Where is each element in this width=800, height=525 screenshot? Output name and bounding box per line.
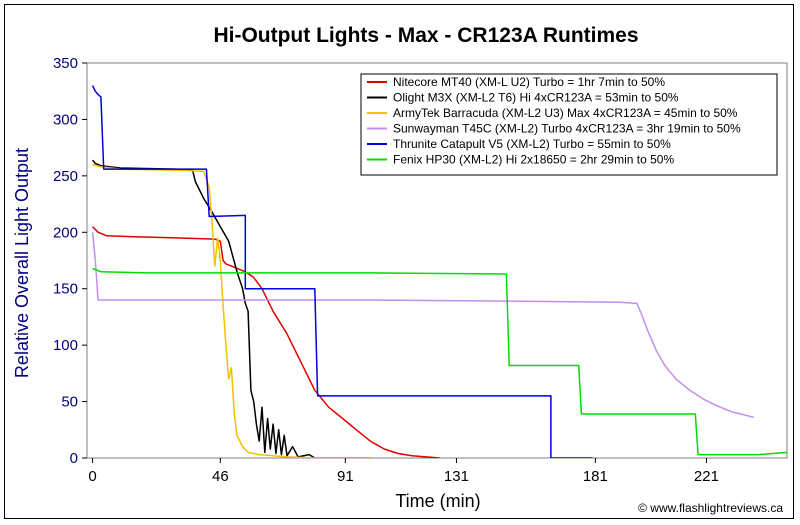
y-tick-label: 350 [53,55,78,72]
legend-box [360,73,778,176]
x-tick-label: 0 [88,468,96,485]
series-line-1 [92,226,440,458]
legend-entry-6: Fenix HP30 (XM-L2) Hi 2x18650 = 2hr 29mi… [393,153,674,167]
series-line-2 [92,159,371,458]
y-tick-label: 50 [61,394,78,411]
x-tick-label: 221 [694,468,719,485]
x-tick-label: 131 [444,468,469,485]
plot-area: 0 50 100 150 200 250 300 350 0 46 91 131 181 221 Nitec… [53,55,788,485]
chart-title: Hi-Output Lights - Max - CR123A Runtimes [213,24,638,47]
y-axis-label: Relative Overall Light Output [12,148,32,378]
series-line-5 [91,85,593,458]
x-tick-label: 46 [212,468,229,485]
legend-entry-1: Nitecore MT40 (XM-L U2) Turbo = 1hr 7min… [393,75,665,89]
y-tick-label: 100 [53,337,78,354]
y-tick-label: 250 [53,168,78,185]
credit-text: © www.flashlightreviews.ca [638,501,783,515]
chart-frame: Hi-Output Lights - Max - CR123A Runtimes… [4,4,794,519]
legend-entry-2: Olight M3X (XM-L2 T6) Hi 4xCR123A = 53mi… [393,91,679,105]
legend-entry-5: Thrunite Catapult V5 (XM-L2) Turbo = 55m… [393,137,671,151]
series-line-6 [92,267,787,456]
x-tick-label: 91 [337,468,354,485]
legend-entry-3: ArmyTek Barracuda (XM-L2 U3) Max 4xCR123… [393,106,738,120]
series-line-4 [91,232,754,419]
x-tick-label: 181 [583,468,608,485]
y-tick-label: 0 [70,450,78,467]
y-tick-label: 150 [53,281,78,298]
legend-entry-4: Sunwayman T45C (XM-L2) Turbo 4xCR123A = … [393,122,741,136]
series-line-3 [92,163,371,458]
runtime-chart: Hi-Output Lights - Max - CR123A Runtimes… [12,24,788,515]
x-axis-label: Time (min) [395,491,480,511]
y-tick-label: 300 [53,111,78,128]
y-tick-label: 200 [53,224,78,241]
